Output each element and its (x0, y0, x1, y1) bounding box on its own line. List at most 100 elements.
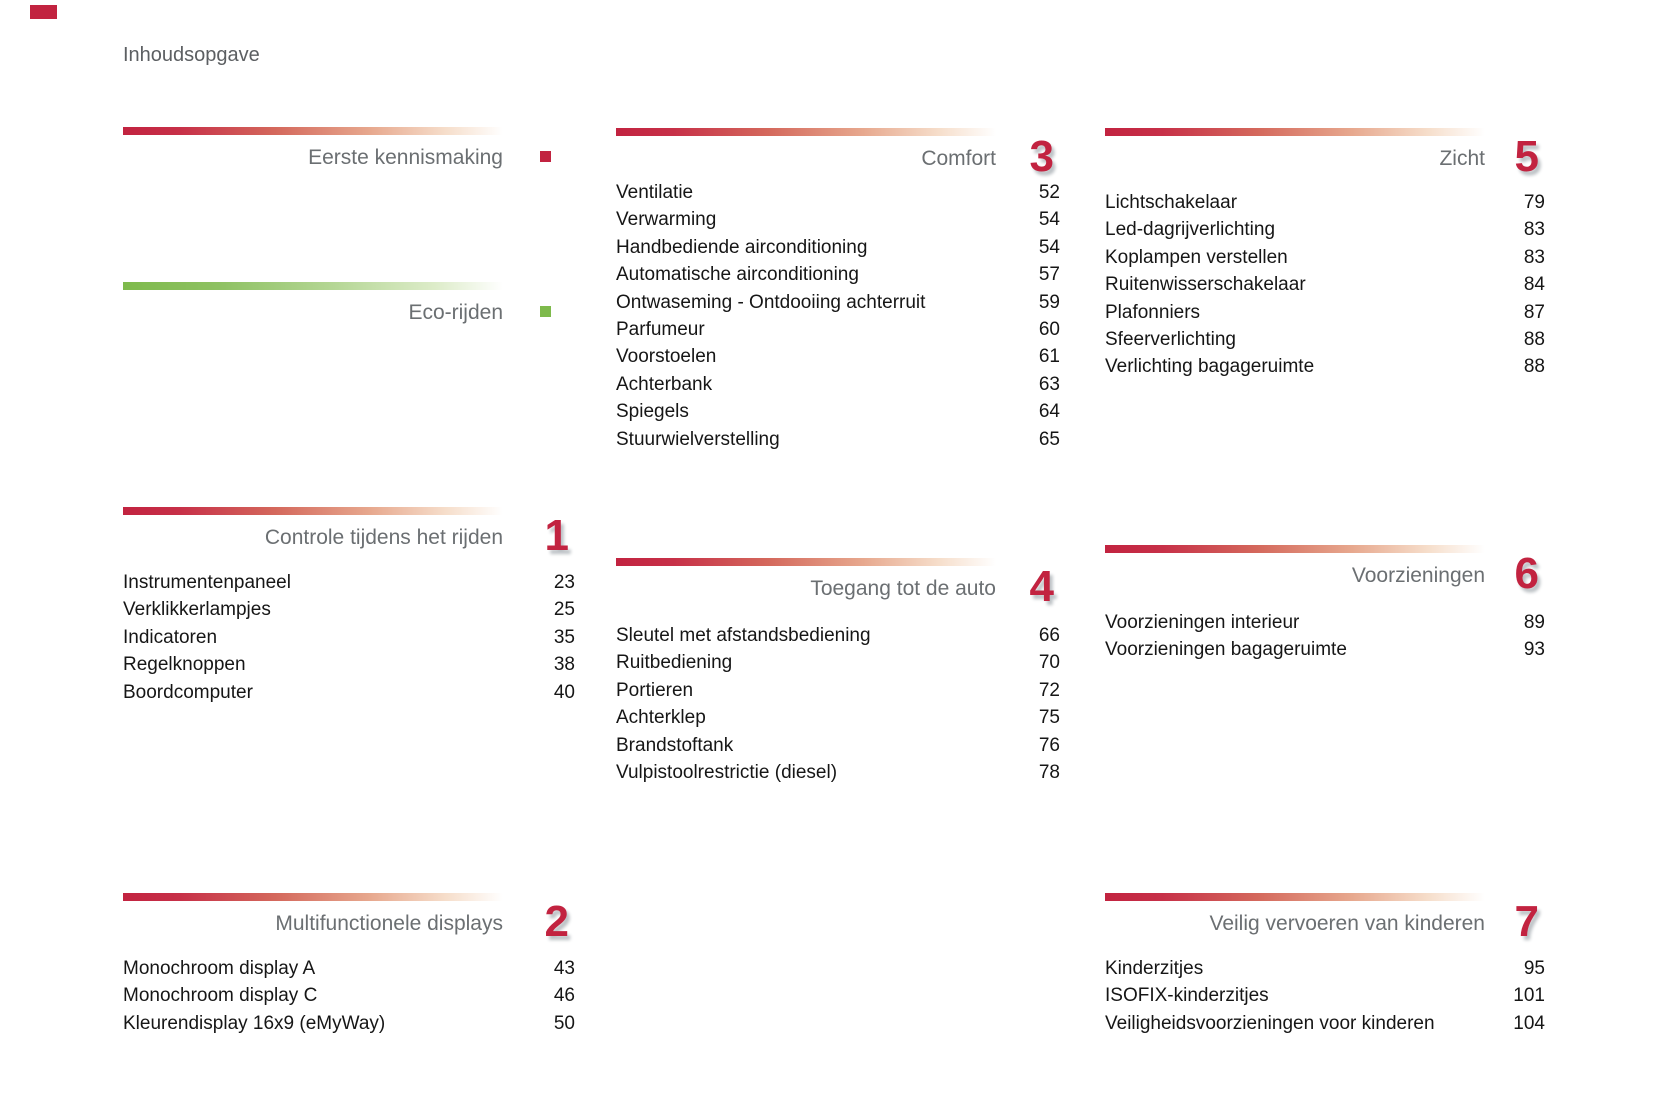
toc-entry[interactable]: Stuurwielverstelling 65 (616, 429, 1060, 456)
toc-entry-label: Brandstoftank (616, 734, 734, 756)
toc-entry-label: Vulpistoolrestrictie (diesel) (616, 761, 838, 783)
toc-entry-page: 75 (1038, 707, 1060, 729)
toc-entry-label: Achterbank (616, 373, 713, 395)
toc-entry-label: Ruitbediening (616, 652, 733, 674)
section-title: Voorzieningen (1351, 564, 1485, 587)
toc-entry-label: Indicatoren (123, 626, 218, 648)
toc-entry[interactable]: Verlichting bagageruimte 88 (1105, 356, 1545, 383)
toc-entry-page: 76 (1038, 734, 1060, 756)
toc-entry-label: Regelknoppen (123, 654, 246, 676)
toc-entry[interactable]: Spiegels 64 (616, 401, 1060, 428)
chapter-number: 2 (544, 897, 569, 946)
section-comfort: Comfort 3 Ventilatie 52 Verwarming 54 Hand… (616, 128, 1060, 456)
section-title: Veilig vervoeren van kinderen (1209, 912, 1485, 935)
section-gradient-bar (616, 558, 996, 566)
chapter-number: 7 (1514, 897, 1539, 946)
toc-entry-label: Ventilatie (616, 182, 694, 203)
toc-entry[interactable]: Handbediende airconditioning 54 (616, 237, 1060, 264)
toc-entry[interactable]: Voorstoelen 61 (616, 346, 1060, 373)
toc-entry-page: 83 (1523, 246, 1545, 268)
toc-entry[interactable]: Indicatoren 35 (123, 627, 575, 654)
toc-entry-label: Achterklep (616, 707, 706, 729)
toc-entry-page: 23 (553, 572, 575, 593)
toc-entry-label: Sleutel met afstandsbediening (616, 625, 871, 646)
toc-entry[interactable]: Automatische airconditioning 57 (616, 264, 1060, 291)
toc-entry[interactable]: Ventilatie 52 (616, 182, 1060, 209)
toc-entry[interactable]: Achterbank 63 (616, 374, 1060, 401)
toc-entry[interactable]: Achterklep 75 (616, 707, 1060, 734)
toc-entry[interactable]: Voorzieningen interieur 89 (1105, 612, 1545, 639)
section-title: Multifunctionele displays (275, 912, 503, 935)
toc-entry-page: 64 (1038, 401, 1060, 423)
page-title: Inhoudsopgave (123, 44, 260, 66)
toc-entry[interactable]: Voorzieningen bagageruimte 93 (1105, 639, 1545, 666)
chapter-number: 3 (1029, 132, 1054, 181)
toc-entry-page: 43 (553, 958, 575, 979)
toc-entry-page: 40 (553, 681, 575, 703)
toc-entry-page: 25 (553, 599, 575, 621)
toc-entry[interactable]: Ontwaseming - Ontdooiing achterruit 59 (616, 292, 1060, 319)
page-corner-tab (30, 5, 57, 19)
section-veilig-vervoeren-van-kinderen: Veilig vervoeren van kinderen 7 Kinderzi… (1105, 893, 1545, 1040)
toc-entry-page: 104 (1513, 1012, 1545, 1034)
toc-entry[interactable]: Regelknoppen 38 (123, 654, 575, 681)
section-gradient-bar (123, 893, 503, 901)
toc-entry[interactable]: Led-dagrijverlichting 83 (1105, 219, 1545, 246)
toc-entry[interactable]: Boordcomputer 40 (123, 682, 575, 709)
toc-entry-page: 54 (1038, 209, 1060, 231)
toc-entry-page: 70 (1038, 652, 1060, 674)
toc-entry[interactable]: Sleutel met afstandsbediening 66 (616, 625, 1060, 652)
section-eerste-kennismaking: Eerste kennismaking (123, 127, 575, 170)
section-controle-tijdens-het-rijden: Controle tijdens het rijden 1 Instrument… (123, 507, 575, 709)
toc-entry[interactable]: Ruitenwisserschakelaar 84 (1105, 274, 1545, 301)
toc-entry[interactable]: Plafonniers 87 (1105, 302, 1545, 329)
toc-entry-label: Portieren (616, 679, 694, 701)
toc-entry-page: 72 (1038, 679, 1060, 701)
toc-entry-label: Ruitenwisserschakelaar (1105, 274, 1306, 296)
toc-entry[interactable]: Lichtschakelaar 79 (1105, 192, 1545, 219)
toc-entry[interactable]: Verklikkerlampjes 25 (123, 599, 575, 626)
toc-entry[interactable]: Monochroom display C 46 (123, 985, 575, 1012)
section-toegang-tot-de-auto: Toegang tot de auto 4 Sleutel met afstan… (616, 558, 1060, 789)
section-gradient-bar (123, 507, 503, 515)
toc-entry-page: 35 (553, 626, 575, 648)
section-gradient-bar (1105, 545, 1485, 553)
chapter-number: 1 (544, 511, 569, 560)
toc-entry[interactable]: Sfeerverlichting 88 (1105, 329, 1545, 356)
toc-entry[interactable]: ISOFIX-kinderzitjes 101 (1105, 985, 1545, 1012)
toc-entry-page: 101 (1513, 985, 1545, 1007)
toc-entry-label: Led-dagrijverlichting (1105, 219, 1276, 241)
toc-entry[interactable]: Parfumeur 60 (616, 319, 1060, 346)
toc-entry-label: Verwarming (616, 209, 717, 231)
toc-entry-label: Spiegels (616, 401, 689, 423)
section-gradient-bar (123, 282, 503, 290)
toc-entry-page: 84 (1523, 274, 1545, 296)
toc-entry-page: 63 (1038, 373, 1060, 395)
toc-entry-label: Handbediende airconditioning (616, 236, 868, 258)
toc-entry-page: 79 (1523, 192, 1545, 213)
section-title: Zicht (1439, 147, 1485, 170)
toc-entry-label: Automatische airconditioning (616, 264, 859, 286)
toc-entry[interactable]: Kleurendisplay 16x9 (eMyWay) 50 (123, 1013, 575, 1040)
section-title: Eerste kennismaking (308, 146, 503, 169)
toc-entry[interactable]: Verwarming 54 (616, 209, 1060, 236)
toc-entry[interactable]: Koplampen verstellen 83 (1105, 247, 1545, 274)
toc-entry-page: 50 (553, 1012, 575, 1034)
toc-entry-page: 38 (553, 654, 575, 676)
toc-entry-label: Kinderzitjes (1105, 958, 1204, 979)
toc-entry[interactable]: Instrumentenpaneel 23 (123, 572, 575, 599)
toc-entry[interactable]: Kinderzitjes 95 (1105, 958, 1545, 985)
section-title: Toegang tot de auto (810, 577, 996, 600)
toc-entry[interactable]: Monochroom display A 43 (123, 958, 575, 985)
toc-entry-label: Kleurendisplay 16x9 (eMyWay) (123, 1012, 386, 1034)
toc-entry[interactable]: Brandstoftank 76 (616, 735, 1060, 762)
toc-entry[interactable]: Vulpistoolrestrictie (diesel) 78 (616, 762, 1060, 789)
toc-entry-label: Verklikkerlampjes (123, 599, 271, 621)
toc-entry[interactable]: Portieren 72 (616, 680, 1060, 707)
toc-entry[interactable]: Veiligheidsvoorzieningen voor kinderen 10… (1105, 1013, 1545, 1040)
chapter-number: 5 (1514, 132, 1539, 181)
toc-entry-label: Parfumeur (616, 318, 705, 340)
toc-entry[interactable]: Ruitbediening 70 (616, 652, 1060, 679)
section-zicht: Zicht 5 Lichtschakelaar 79 Led-dagrijverl… (1105, 128, 1545, 384)
